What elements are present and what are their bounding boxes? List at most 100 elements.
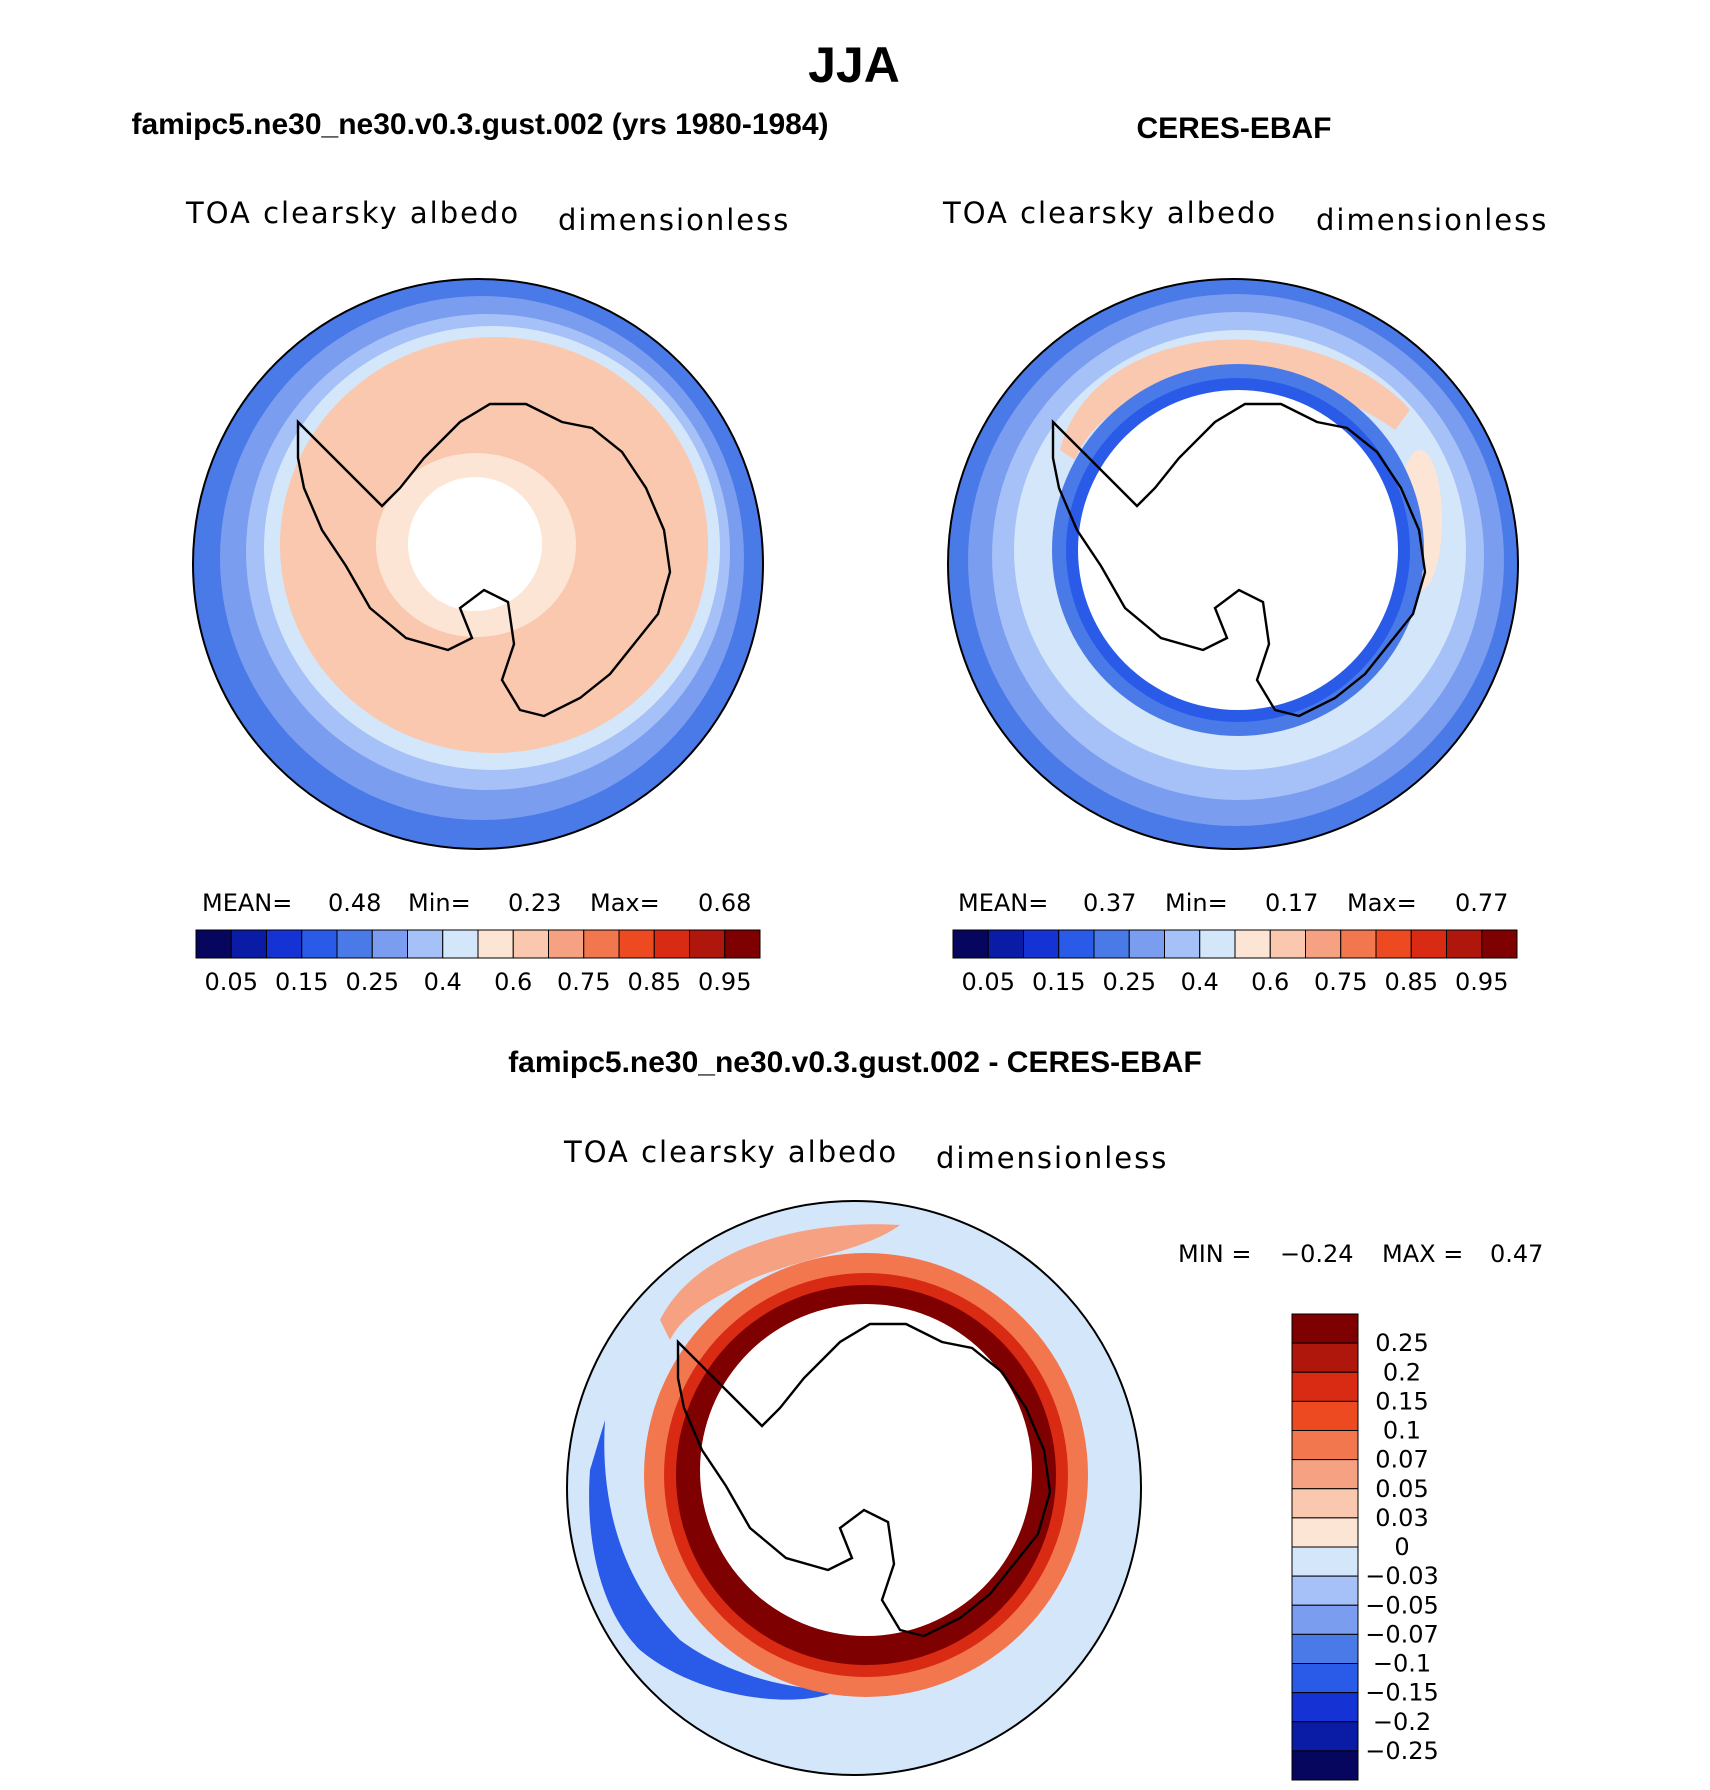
panel-obs-stats: MEAN= 0.37 Min= 0.17 Max= 0.77 bbox=[958, 889, 1508, 917]
colorbar-swatch bbox=[1291, 1575, 1359, 1606]
panel-obs-map bbox=[948, 279, 1518, 849]
colorbar-swatch bbox=[1164, 929, 1201, 959]
stat-max-value: 0.77 bbox=[1455, 889, 1508, 917]
stat-mean-label: MEAN= bbox=[202, 889, 292, 917]
colorbar-label: 0.05 bbox=[962, 968, 1015, 996]
colorbar-swatch bbox=[689, 929, 726, 959]
panel-model-colorbar: 0.05 0.15 0.25 0.4 0.6 0.75 0.85 0.95 bbox=[195, 929, 761, 996]
map-boundary bbox=[947, 278, 1519, 850]
colorbar-swatch bbox=[1291, 1313, 1359, 1344]
colorbar-swatch bbox=[1340, 929, 1377, 959]
colorbar-swatch bbox=[1023, 929, 1060, 959]
colorbar-swatch bbox=[1410, 929, 1447, 959]
colorbar-label: −0.25 bbox=[1365, 1737, 1439, 1765]
colorbar-label: 0.05 bbox=[1375, 1475, 1428, 1503]
field-patch-warm bbox=[1060, 339, 1410, 460]
colorbar-swatch bbox=[1291, 1342, 1359, 1373]
panel-diff-map bbox=[567, 1201, 1141, 1775]
stat-min-label: MIN = bbox=[1178, 1240, 1251, 1268]
colorbar-swatch bbox=[301, 929, 338, 959]
colorbar-label: 0.6 bbox=[1251, 968, 1289, 996]
colorbar-swatch bbox=[1291, 1663, 1359, 1694]
colorbar-swatch bbox=[1093, 929, 1130, 959]
colorbar-label: −0.03 bbox=[1365, 1562, 1439, 1590]
stat-max-label: MAX = bbox=[1382, 1240, 1463, 1268]
map-boundary bbox=[566, 1200, 1142, 1776]
panel-diff-variable: TOA clearsky albedo bbox=[563, 1135, 898, 1169]
colorbar-swatch bbox=[1291, 1546, 1359, 1577]
panel-model-title: famipc5.ne30_ne30.v0.3.gust.002 (yrs 198… bbox=[131, 108, 828, 141]
colorbar-label: 0.85 bbox=[1385, 968, 1438, 996]
colorbar-label: 0.4 bbox=[1181, 968, 1219, 996]
panel-diff-units: dimensionless bbox=[936, 1141, 1168, 1175]
colorbar-label: 0 bbox=[1394, 1533, 1409, 1561]
stat-max-label: Max= bbox=[590, 889, 660, 917]
colorbar-swatch bbox=[1446, 929, 1483, 959]
stat-max-value: 0.68 bbox=[698, 889, 751, 917]
colorbar-label: 0.95 bbox=[1455, 968, 1508, 996]
stat-mean-value: 0.48 bbox=[328, 889, 381, 917]
colorbar-swatch bbox=[1291, 1488, 1359, 1519]
stat-min-value: 0.17 bbox=[1265, 889, 1318, 917]
colorbar-swatch bbox=[952, 929, 989, 959]
colorbar-swatch bbox=[1291, 1750, 1359, 1781]
colorbar-swatch bbox=[1291, 1604, 1359, 1635]
colorbar-label: 0.95 bbox=[698, 968, 751, 996]
field-patch-warm bbox=[660, 1224, 900, 1340]
colorbar-swatch bbox=[1481, 929, 1518, 959]
panel-obs-colorbar: 0.05 0.15 0.25 0.4 0.6 0.75 0.85 0.95 bbox=[952, 929, 1518, 996]
colorbar-label: 0.25 bbox=[1103, 968, 1156, 996]
colorbar-swatch bbox=[512, 929, 549, 959]
colorbar-swatch bbox=[1375, 929, 1412, 959]
colorbar-label: −0.07 bbox=[1365, 1620, 1439, 1648]
colorbar-swatch bbox=[1234, 929, 1271, 959]
panel-model-map bbox=[193, 279, 763, 849]
colorbar-swatch bbox=[618, 929, 655, 959]
field-patch-cool bbox=[589, 1420, 840, 1700]
colorbar-label: 0.15 bbox=[1032, 968, 1085, 996]
colorbar-swatch bbox=[1291, 1633, 1359, 1664]
colorbar-swatch bbox=[336, 929, 373, 959]
colorbar-label: 0.15 bbox=[1375, 1387, 1428, 1415]
colorbar-swatch bbox=[266, 929, 303, 959]
stat-min-value: −0.24 bbox=[1280, 1240, 1354, 1268]
colorbar-swatch bbox=[1291, 1371, 1359, 1402]
missing-data-center bbox=[700, 1304, 1032, 1636]
colorbar-label: 0.15 bbox=[275, 968, 328, 996]
stat-max-label: Max= bbox=[1347, 889, 1417, 917]
colorbar-swatch bbox=[442, 929, 479, 959]
missing-data-center bbox=[1078, 390, 1398, 710]
panel-obs-title: CERES-EBAF bbox=[1136, 112, 1331, 145]
stat-mean-value: 0.37 bbox=[1083, 889, 1136, 917]
colorbar-label: 0.1 bbox=[1383, 1417, 1421, 1445]
colorbar-label: 0.25 bbox=[1375, 1329, 1428, 1357]
colorbar-label: 0.4 bbox=[424, 968, 462, 996]
panel-obs-units: dimensionless bbox=[1316, 203, 1548, 237]
colorbar-swatch bbox=[371, 929, 408, 959]
stat-min-label: Min= bbox=[1165, 889, 1228, 917]
colorbar-swatch bbox=[1291, 1721, 1359, 1752]
colorbar-swatch bbox=[1291, 1692, 1359, 1723]
colorbar-swatch bbox=[1291, 1459, 1359, 1490]
figure-title: JJA bbox=[808, 37, 900, 93]
colorbar-label: −0.15 bbox=[1365, 1679, 1439, 1707]
colorbar-swatch bbox=[1291, 1400, 1359, 1431]
colorbar-swatch bbox=[653, 929, 690, 959]
colorbar-label: 0.25 bbox=[346, 968, 399, 996]
map-boundary bbox=[192, 278, 764, 850]
stat-mean-label: MEAN= bbox=[958, 889, 1048, 917]
colorbar-label: −0.05 bbox=[1365, 1591, 1439, 1619]
panel-model-stats: MEAN= 0.48 Min= 0.23 Max= 0.68 bbox=[202, 889, 751, 917]
colorbar-swatch bbox=[724, 929, 761, 959]
colorbar-swatch bbox=[1269, 929, 1306, 959]
missing-data-pole bbox=[408, 477, 542, 611]
colorbar-swatch bbox=[407, 929, 444, 959]
colorbar-label: 0.03 bbox=[1375, 1504, 1428, 1532]
stat-min-value: 0.23 bbox=[508, 889, 561, 917]
colorbar-label: 0.07 bbox=[1375, 1446, 1428, 1474]
colorbar-swatch bbox=[548, 929, 585, 959]
colorbar-label: 0.6 bbox=[494, 968, 532, 996]
stat-min-label: Min= bbox=[408, 889, 471, 917]
stat-max-value: 0.47 bbox=[1490, 1240, 1543, 1268]
colorbar-label: −0.1 bbox=[1373, 1650, 1431, 1678]
